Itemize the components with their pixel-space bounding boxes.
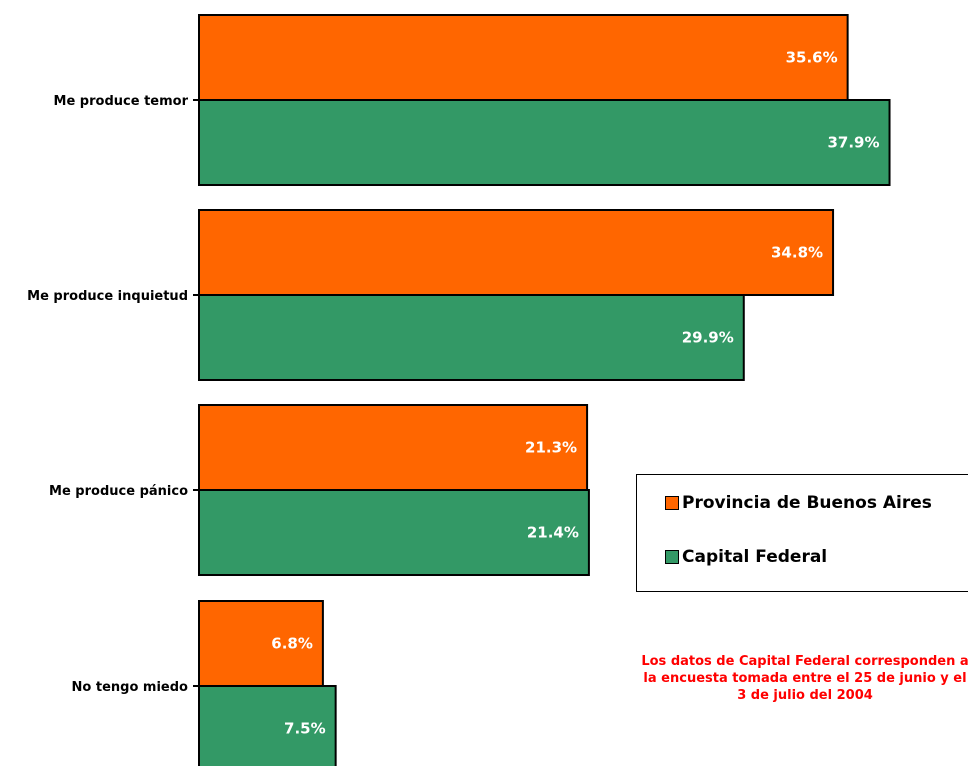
category-label-me-produce-inquietud: Me produce inquietud: [27, 289, 188, 304]
bar-provincia-de-buenos-aires-me-produce-temor: [198, 14, 849, 101]
footnote: Los datos de Capital Federal corresponde…: [641, 654, 968, 703]
data-label-provincia-de-buenos-aires-me-produce-panico: 21.3%: [525, 439, 577, 457]
legend-swatch-provincia: [665, 496, 679, 510]
data-label-provincia-de-buenos-aires-me-produce-inquietud: 34.8%: [771, 244, 823, 262]
legend-item-capital: Capital Federal: [665, 547, 827, 567]
legend-label-provincia: Provincia de Buenos Aires: [682, 493, 932, 513]
category-label-no-tengo-miedo: No tengo miedo: [72, 680, 189, 695]
bar-capital-federal-me-produce-panico: [198, 489, 590, 576]
data-label-provincia-de-buenos-aires-me-produce-temor: 35.6%: [786, 49, 838, 67]
category-label-me-produce-panico: Me produce pánico: [49, 484, 188, 499]
legend: Provincia de Buenos Aires Capital Federa…: [636, 474, 968, 592]
data-label-capital-federal-me-produce-inquietud: 29.9%: [682, 329, 734, 347]
data-label-capital-federal-me-produce-temor: 37.9%: [827, 134, 879, 152]
bar-capital-federal-no-tengo-miedo: [198, 685, 337, 766]
legend-swatch-capital: [665, 550, 679, 564]
bars-group: [198, 14, 891, 766]
data-label-capital-federal-me-produce-panico: 21.4%: [527, 524, 579, 542]
bar-capital-federal-me-produce-inquietud: [198, 294, 745, 381]
labels-group: 35.6% 37.9% Me produce temor 34.8% 29.9% Me p…: [27, 49, 879, 738]
legend-label-capital: Capital Federal: [682, 547, 828, 567]
legend-item-provincia: Provincia de Buenos Aires: [665, 493, 932, 513]
data-label-provincia-de-buenos-aires-no-tengo-miedo: 6.8%: [271, 635, 313, 653]
category-label-me-produce-temor: Me produce temor: [54, 94, 189, 109]
bar-capital-federal-me-produce-temor: [198, 99, 891, 186]
data-label-capital-federal-no-tengo-miedo: 7.5%: [284, 720, 326, 738]
bar-provincia-de-buenos-aires-me-produce-inquietud: [198, 209, 835, 296]
